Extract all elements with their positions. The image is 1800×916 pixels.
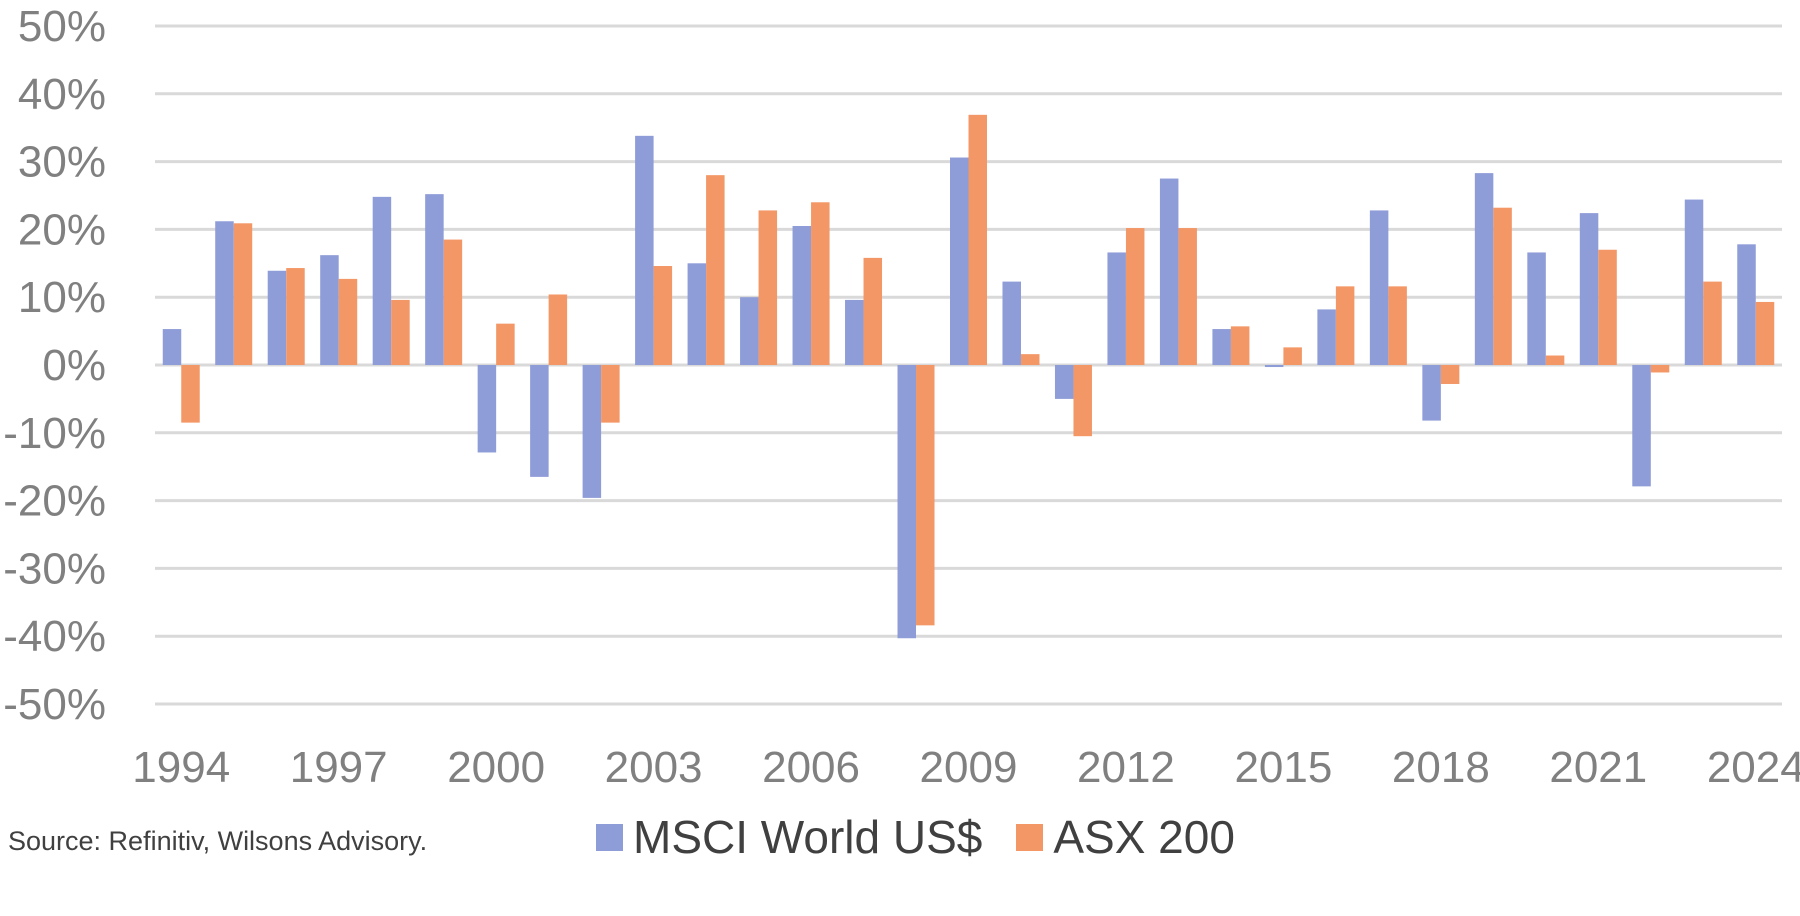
x-axis-ticks: 1994 1997 2000 2003 2006 2009 2012 2015 2018 2021… <box>132 743 1800 792</box>
bar-msci-2014 <box>1212 329 1231 365</box>
bar-asx-1994 <box>181 365 200 423</box>
bar-msci-2004 <box>687 263 707 365</box>
bar-asx-2012 <box>1125 228 1145 365</box>
bar-msci-1994 <box>162 329 182 365</box>
y-tick-label: -40% <box>3 612 106 661</box>
bar-asx-2005 <box>758 210 778 365</box>
bar-chart: 50% 40% 30% 20% 10% 0% -10% -20% -30% -40% -50% 19… <box>3 2 1800 792</box>
y-tick-label: 30% <box>18 138 106 187</box>
y-tick-label: -10% <box>3 409 106 458</box>
bars <box>162 114 1775 639</box>
bar-msci-2005 <box>740 297 759 365</box>
x-tick-label: 2021 <box>1549 743 1647 792</box>
bar-msci-2021 <box>1579 213 1599 365</box>
x-tick-label: 1994 <box>132 743 230 792</box>
legend-label-msci: MSCI World US$ <box>633 811 983 863</box>
y-axis-ticks: 50% 40% 30% 20% 10% 0% -10% -20% -30% -40% -50% <box>3 2 106 729</box>
x-tick-label: 2009 <box>920 743 1018 792</box>
bar-msci-2006 <box>792 226 812 365</box>
bar-msci-2023 <box>1684 199 1704 365</box>
bar-msci-2020 <box>1527 252 1546 365</box>
legend-swatch-asx <box>1016 823 1044 851</box>
bar-msci-2007 <box>845 299 864 365</box>
bar-asx-2011 <box>1073 365 1092 437</box>
bar-msci-2010 <box>1002 281 1021 365</box>
x-tick-label: 2018 <box>1392 743 1490 792</box>
bar-asx-2010 <box>1020 354 1040 365</box>
legend-swatch-msci <box>596 823 623 851</box>
bar-asx-2004 <box>706 175 725 365</box>
bar-asx-2007 <box>863 257 883 365</box>
bar-asx-2024 <box>1755 301 1775 365</box>
y-tick-label: 0% <box>42 341 106 390</box>
bar-asx-1996 <box>286 268 305 365</box>
bar-msci-2022 <box>1632 365 1651 487</box>
bar-asx-2013 <box>1178 228 1197 365</box>
bar-msci-1996 <box>267 270 287 365</box>
bar-asx-2008 <box>916 365 935 626</box>
bar-msci-2000 <box>477 365 497 453</box>
bar-asx-2016 <box>1335 286 1355 365</box>
bar-asx-2019 <box>1493 207 1512 365</box>
bar-msci-2018 <box>1422 365 1441 421</box>
bar-asx-2017 <box>1388 286 1407 365</box>
bar-msci-2011 <box>1054 365 1074 399</box>
bar-asx-1995 <box>233 223 253 365</box>
bar-asx-2023 <box>1703 281 1722 365</box>
bar-asx-1998 <box>391 299 410 365</box>
bar-msci-1998 <box>372 196 392 365</box>
x-tick-label: 2012 <box>1077 743 1175 792</box>
x-tick-label: 2006 <box>762 743 860 792</box>
bar-asx-2002 <box>601 365 620 423</box>
bar-asx-2001 <box>548 294 568 365</box>
bar-asx-2018 <box>1440 365 1460 384</box>
bar-msci-2002 <box>582 365 602 498</box>
source-note: Source: Refinitiv, Wilsons Advisory. <box>8 826 428 856</box>
y-tick-label: -50% <box>3 680 106 729</box>
y-tick-label: 50% <box>18 2 106 51</box>
bar-msci-2019 <box>1474 173 1494 365</box>
bar-msci-1999 <box>425 194 444 365</box>
y-tick-label: -30% <box>3 544 106 593</box>
y-tick-label: 40% <box>18 70 106 119</box>
y-tick-label: 10% <box>18 273 106 322</box>
bar-asx-2015 <box>1283 347 1302 365</box>
y-tick-label: -20% <box>3 477 106 526</box>
bar-asx-2022 <box>1650 365 1670 373</box>
bar-msci-2024 <box>1737 244 1756 365</box>
bar-asx-1997 <box>338 278 358 365</box>
bar-msci-2017 <box>1369 210 1389 365</box>
bar-asx-2014 <box>1230 326 1250 365</box>
legend: MSCI World US$ ASX 200 <box>596 810 1269 864</box>
x-tick-label: 1997 <box>290 743 388 792</box>
bar-msci-2013 <box>1159 178 1179 365</box>
legend-item-msci: MSCI World US$ <box>596 810 982 864</box>
bar-asx-2000 <box>496 323 515 365</box>
bar-msci-2003 <box>635 135 654 365</box>
bar-msci-1995 <box>215 221 234 365</box>
y-tick-label: 20% <box>18 205 106 254</box>
x-tick-label: 2003 <box>605 743 703 792</box>
bar-msci-1997 <box>320 255 339 365</box>
bar-asx-2009 <box>968 114 987 366</box>
bar-asx-1999 <box>443 239 463 365</box>
bar-asx-2021 <box>1598 249 1617 365</box>
bar-asx-2020 <box>1545 355 1565 365</box>
legend-label-asx: ASX 200 <box>1053 811 1235 863</box>
bar-msci-2008 <box>897 365 917 639</box>
bar-msci-2015 <box>1264 365 1284 368</box>
bar-msci-2012 <box>1107 252 1126 365</box>
legend-item-asx: ASX 200 <box>1016 810 1235 864</box>
bar-msci-2001 <box>530 365 549 477</box>
bar-msci-2009 <box>950 157 969 365</box>
bar-asx-2006 <box>811 202 830 365</box>
bar-msci-2016 <box>1317 309 1336 365</box>
x-tick-label: 2024 <box>1707 743 1800 792</box>
x-tick-label: 2000 <box>447 743 545 792</box>
x-tick-label: 2015 <box>1234 743 1332 792</box>
bar-asx-2003 <box>653 266 673 365</box>
